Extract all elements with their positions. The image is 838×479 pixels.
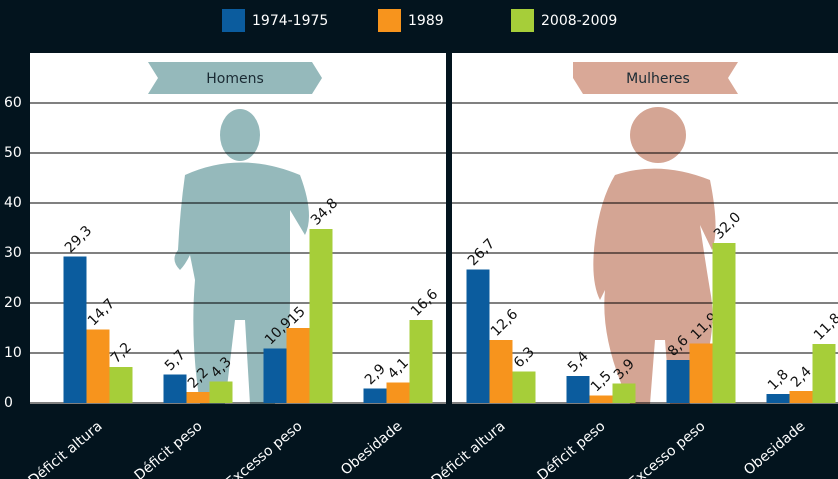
bar — [264, 349, 287, 404]
y-tick-label: 50 — [4, 145, 22, 161]
bar — [713, 243, 736, 403]
panel-title: Homens — [206, 71, 264, 87]
bar — [613, 384, 636, 404]
bar — [364, 389, 387, 404]
legend-label: 1974-1975 — [252, 13, 328, 29]
y-tick-label: 20 — [4, 295, 22, 311]
bar — [490, 340, 513, 403]
legend-label: 1989 — [408, 13, 444, 29]
bar — [387, 383, 410, 404]
bar — [64, 257, 87, 404]
bar — [287, 328, 310, 403]
y-tick-label: 40 — [4, 195, 22, 211]
legend-swatch — [222, 9, 245, 32]
bar — [767, 394, 790, 403]
bar — [667, 360, 690, 403]
y-tick-label: 10 — [4, 345, 22, 361]
y-tick-label: 30 — [4, 245, 22, 261]
bar — [210, 382, 233, 404]
bar — [790, 391, 813, 403]
chart: 1974-1975 1989 2008-2009 0 10 20 30 40 50 60 Homen… — [0, 0, 838, 479]
bar — [513, 372, 536, 404]
bar — [410, 320, 433, 403]
bar — [110, 367, 133, 403]
panel-title: Mulheres — [626, 71, 690, 87]
y-tick-label: 60 — [4, 95, 22, 111]
y-tick-label: 0 — [4, 395, 13, 411]
bar — [467, 270, 490, 404]
legend-swatch — [511, 9, 534, 32]
bar — [813, 344, 836, 403]
bar — [690, 344, 713, 404]
page: 1974-1975 1989 2008-2009 0 10 20 30 40 50 60 Homen… — [0, 0, 838, 479]
bar — [590, 396, 613, 404]
bar — [567, 376, 590, 403]
bar — [87, 330, 110, 404]
bar — [310, 229, 333, 403]
bar — [187, 392, 210, 403]
legend-label: 2008-2009 — [541, 13, 617, 29]
legend-swatch — [378, 9, 401, 32]
bar — [164, 375, 187, 404]
